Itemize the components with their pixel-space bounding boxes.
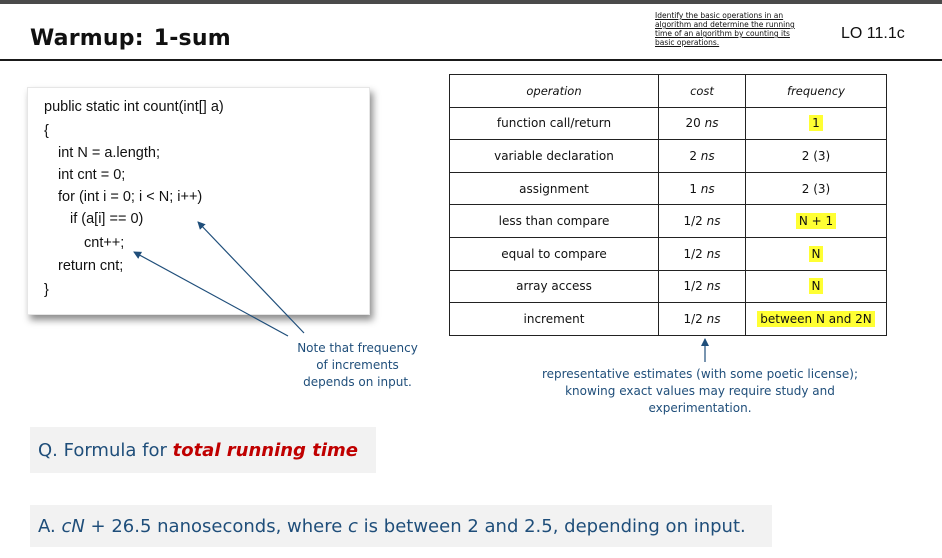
cost-cell: 2 ns xyxy=(658,139,746,173)
cost-cell: 1 ns xyxy=(658,171,746,206)
frequency-cell: 2 (3) xyxy=(745,139,887,173)
operation-cell: equal to compare xyxy=(449,236,659,271)
table-row: increment 1/2 ns between N and 2N xyxy=(449,302,887,336)
code-line-n: int N = a.length; xyxy=(58,145,160,161)
answer-box: A. cN + 26.5 nanoseconds, where c is bet… xyxy=(30,505,772,547)
table-header-row: operation cost frequency xyxy=(449,74,887,108)
code-line-open-brace: { xyxy=(44,123,49,139)
table-row: variable declaration 2 ns 2 (3) xyxy=(449,139,887,173)
operation-cell: less than compare xyxy=(449,204,659,238)
cost-cell: 1/2 ns xyxy=(658,302,746,336)
code-box xyxy=(27,87,370,315)
header-frequency: frequency xyxy=(745,74,887,108)
slide-title: Warmup: 1-sum xyxy=(30,26,231,51)
title-warmup: Warmup: xyxy=(30,26,144,51)
table-row: equal to compare 1/2 ns N xyxy=(449,236,887,271)
code-line-increment: cnt++; xyxy=(84,235,125,251)
table-row: less than compare 1/2 ns N + 1 xyxy=(449,204,887,238)
table-row: assignment 1 ns 2 (3) xyxy=(449,171,887,206)
code-line-for: for (int i = 0; i < N; i++) xyxy=(58,189,203,205)
operation-cell: increment xyxy=(449,302,659,336)
header-operation: operation xyxy=(449,74,659,108)
frequency-cell: N + 1 xyxy=(745,204,887,238)
arrow-to-increment xyxy=(133,251,289,337)
frequency-cell: N xyxy=(745,269,887,304)
top-bar xyxy=(0,0,942,4)
question-emphasis: total running time xyxy=(172,440,358,461)
question-prefix: Q. Formula for xyxy=(38,440,173,461)
frequency-cell: 2 (3) xyxy=(745,171,887,206)
code-line-if: if (a[i] == 0) xyxy=(70,211,144,227)
code-line-signature: public static int count(int[] a) xyxy=(44,99,224,115)
operations-table: operation cost frequency function call/r… xyxy=(449,74,887,336)
code-line-cnt: int cnt = 0; xyxy=(58,167,126,183)
question-box: Q. Formula for total running time xyxy=(30,427,376,473)
code-line-close-brace: } xyxy=(44,282,49,298)
code-line-return: return cnt; xyxy=(58,258,124,274)
frequency-cell: between N and 2N xyxy=(745,302,887,336)
operation-cell: variable declaration xyxy=(449,139,659,173)
cost-cell: 1/2 ns xyxy=(658,236,746,271)
table-row: function call/return 20 ns 1 xyxy=(449,106,887,141)
lo-code: LO 11.1c xyxy=(841,25,905,42)
frequency-cell: 1 xyxy=(745,106,887,141)
frequency-note: Note that frequency of increments depend… xyxy=(297,341,418,389)
header-divider xyxy=(0,59,942,61)
learning-objective: Identify the basic operations in an algo… xyxy=(655,11,805,47)
title-topic: 1-sum xyxy=(153,26,231,51)
learning-objective-text: Identify the basic operations in an algo… xyxy=(655,11,795,47)
estimates-note: representative estimates (with some poet… xyxy=(541,367,859,415)
arrow-to-if xyxy=(197,221,305,334)
frequency-cell: N xyxy=(745,236,887,271)
